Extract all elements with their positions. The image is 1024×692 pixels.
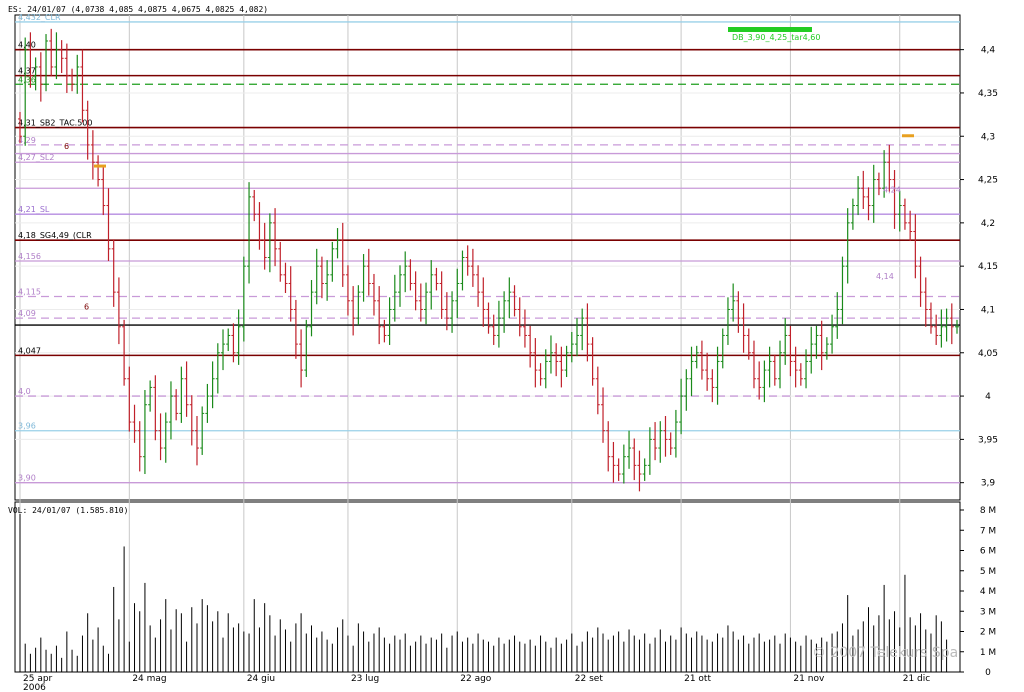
level-label: 4,156 [18,252,41,261]
level-annotation: 4,24 [883,186,901,195]
volume-axis-label: 3 M [980,607,996,617]
marker [94,164,106,168]
target-annotation: DB_3,90_4,25_tar4,60 [732,33,820,42]
price-header: ES: 24/01/07 (4,0738 4,085 4,0875 4,0675… [8,5,269,14]
level-label: 4,09 [18,309,36,318]
volume-axis-label: 6 M [980,547,996,557]
volume-bars [19,514,948,672]
price-axis-label: 4,3 [981,132,995,142]
volume-axis-label: 1 M [980,648,996,658]
level-label: 4,047 [18,346,41,355]
price-axis-label: 4,15 [978,262,998,272]
price-levels: 4,432_CLR 4,40 4,374,36 4,31_SB2_TAC.500 4,2… [15,13,960,484]
chart-grid [14,14,961,673]
signal-annotation: 6 [64,142,69,151]
price-axis-label: 3,95 [978,435,998,445]
level-label: 4,29 [18,136,36,145]
level-label: 4,37 [18,67,36,76]
date-axis-label: 21 nov [793,674,825,684]
level-label: 4,115 [18,287,41,296]
price-frame [14,14,961,501]
date-axis-label: 22 ago [460,674,492,684]
price-y-axis: 4,4 4,35 4,3 4,25 4,2 4,15 4,1 4,05 4 3,95 3,9 [960,46,998,489]
date-axis-year: 2006 [23,683,46,692]
volume-axis-label: 2 M [980,628,996,638]
price-axis-label: 4,05 [978,349,998,359]
price-axis-label: 4,4 [981,46,996,56]
volume-y-axis: 8 M 7 M 6 M 5 M 4 M 3 M 2 M 1 M 0 [960,506,996,678]
signal-annotation: 6 [84,302,89,311]
price-axis-label: 3,9 [981,479,996,489]
date-axis-label: 24 giu [247,674,275,684]
volume-axis-label: 0 [985,668,991,678]
level-label: 4,31_SB2_TAC.500 [18,119,92,128]
level-label: 4,36 [18,75,36,84]
level-label: 4,0 [18,387,31,396]
level-label: 3,90 [18,474,36,483]
price-axis-label: 4 [985,392,991,402]
date-axis-label: 24 mag [132,674,166,684]
volume-axis-label: 4 M [980,587,996,597]
price-axis-label: 4,2 [981,219,995,229]
volume-axis-label: 5 M [980,567,996,577]
price-bars [18,28,959,492]
chart-annotations: DB_3,90_4,25_tar4,60 4,24 4,14 6 6 [64,27,914,311]
level-label: 4,21_SL [18,205,50,214]
target-bar [728,27,812,32]
price-axis-label: 4,25 [978,176,998,186]
level-label: 4,432_CLR [18,13,61,22]
level-label: 4,18_SG4,49_(CLR [18,231,92,240]
watermark: © 2007 Telekurs Spa [812,645,959,661]
marker [902,134,914,138]
date-axis-label: 22 set [575,674,604,684]
level-label: 3,96 [18,422,36,431]
price-axis-label: 4,1 [981,305,995,315]
volume-axis-label: 7 M [980,526,996,536]
level-annotation: 4,14 [876,272,894,281]
date-axis-label: 25 apr [23,674,53,684]
volume-header: VOL: 24/01/07 (1.585.810) [8,506,129,515]
date-axis-label: 21 ott [684,674,711,684]
level-label: 4,40 [18,41,36,50]
level-label: 4,27_SL2 [18,153,54,162]
price-axis-label: 4,35 [978,89,998,99]
date-axis-label: 21 dic [903,674,931,684]
volume-axis-label: 8 M [980,506,996,516]
volume-frame [14,501,961,673]
date-axis-label: 23 lug [351,674,379,684]
